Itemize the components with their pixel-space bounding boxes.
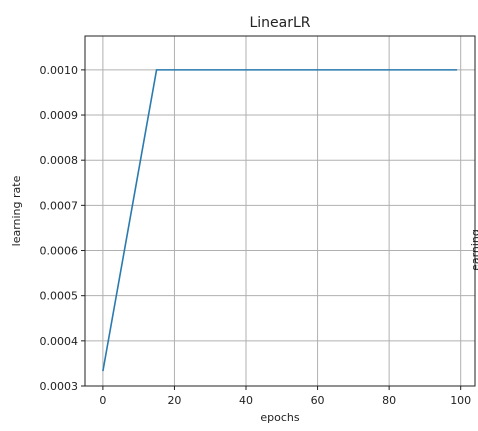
y-tick-label: 0.0003 bbox=[40, 380, 79, 393]
x-axis-label: epochs bbox=[260, 411, 299, 424]
x-tick-label: 40 bbox=[239, 394, 253, 407]
y-tick-label: 0.0006 bbox=[40, 245, 79, 258]
series-line bbox=[102, 69, 458, 372]
y-tick-label: 0.0007 bbox=[40, 199, 79, 212]
x-tick-label: 20 bbox=[167, 394, 181, 407]
y-tick-label: 0.0010 bbox=[40, 64, 79, 77]
secondary-y-axis-label-clipped: learning rate bbox=[469, 230, 478, 270]
x-tick-label: 0 bbox=[99, 394, 106, 407]
y-tick-label: 0.0004 bbox=[40, 335, 79, 348]
y-axis-label: learning rate bbox=[10, 175, 23, 246]
x-tick-label: 60 bbox=[311, 394, 325, 407]
grid bbox=[85, 36, 475, 387]
y-tick-label: 0.0005 bbox=[40, 290, 79, 303]
plot-frame bbox=[84, 35, 476, 387]
y-tick-label: 0.0008 bbox=[40, 154, 79, 167]
y-tick-label: 0.0009 bbox=[40, 109, 79, 122]
x-tick-label: 80 bbox=[382, 394, 396, 407]
series-layer bbox=[102, 69, 458, 372]
x-axis: 0 20 40 60 80 100 bbox=[99, 386, 471, 407]
x-tick-label: 100 bbox=[450, 394, 471, 407]
chart-title: LinearLR bbox=[249, 15, 310, 31]
secondary-y-axis-label: learning rate bbox=[469, 230, 478, 270]
y-axis: 0.0003 0.0004 0.0005 0.0006 0.0007 0.0008 0.00… bbox=[40, 64, 85, 393]
